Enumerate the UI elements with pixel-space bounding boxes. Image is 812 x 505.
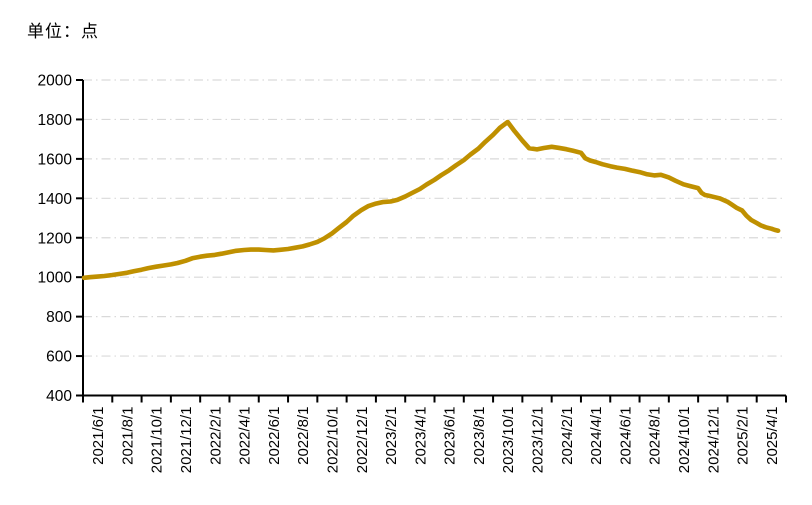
x-tick-label: 2021/6/1 xyxy=(90,407,107,465)
x-tick-label: 2022/4/1 xyxy=(237,407,254,465)
price-line xyxy=(81,119,781,281)
y-tick-label: 800 xyxy=(46,309,72,326)
x-tick-label: 2021/8/1 xyxy=(119,407,136,465)
y-tick-label: 1400 xyxy=(38,191,73,208)
x-tick-label: 2022/10/1 xyxy=(324,407,341,474)
x-tick-label: 2023/8/1 xyxy=(471,407,488,465)
y-tick-label: 1000 xyxy=(38,270,73,287)
x-tick-label: 2021/12/1 xyxy=(178,407,195,474)
x-tick-label: 2023/4/1 xyxy=(412,407,429,465)
x-tick-label: 2022/2/1 xyxy=(207,407,224,465)
x-tick-label: 2022/6/1 xyxy=(266,407,283,465)
x-tick-label: 2022/12/1 xyxy=(354,407,371,474)
y-tick-label: 400 xyxy=(46,388,72,405)
x-tick-label: 2024/6/1 xyxy=(617,407,634,465)
x-tick-label: 2024/12/1 xyxy=(705,407,722,474)
x-tick-label: 2024/2/1 xyxy=(559,407,576,465)
unit-label: 单位：点 xyxy=(27,22,99,41)
x-tick-label: 2023/2/1 xyxy=(383,407,400,465)
y-tick-label: 1200 xyxy=(38,230,73,247)
x-tick-label: 2023/6/1 xyxy=(442,407,459,465)
x-tick-label: 2025/2/1 xyxy=(735,407,752,465)
x-tick-label: 2024/4/1 xyxy=(588,407,605,465)
x-tick-label: 2024/10/1 xyxy=(676,407,693,474)
y-tick-label: 1600 xyxy=(38,151,73,168)
x-tick-label: 2024/8/1 xyxy=(647,407,664,465)
y-tick-label: 2000 xyxy=(38,73,73,90)
x-tick-label: 2021/10/1 xyxy=(149,407,166,474)
x-tick-label: 2023/12/1 xyxy=(530,407,547,474)
y-tick-label: 1800 xyxy=(38,112,73,129)
y-tick-label: 600 xyxy=(46,349,72,366)
x-tick-label: 2025/4/1 xyxy=(764,407,781,465)
x-tick-label: 2022/8/1 xyxy=(295,407,312,465)
x-tick-label: 2023/10/1 xyxy=(500,407,517,474)
